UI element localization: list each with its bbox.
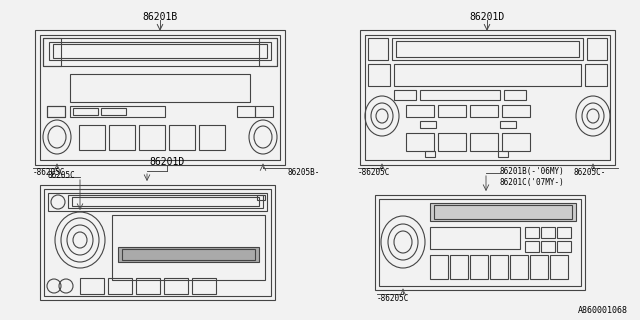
Bar bbox=[43, 38, 61, 66]
Bar bbox=[498, 151, 508, 157]
Bar bbox=[585, 64, 607, 86]
Bar bbox=[557, 241, 571, 252]
Text: -86205C: -86205C bbox=[358, 168, 390, 177]
Bar bbox=[420, 121, 436, 128]
Bar bbox=[47, 106, 65, 117]
Bar bbox=[504, 90, 526, 100]
Bar bbox=[136, 278, 160, 294]
Bar bbox=[394, 90, 416, 100]
Bar bbox=[587, 38, 607, 60]
Bar bbox=[118, 247, 259, 262]
Bar bbox=[72, 197, 259, 206]
Text: A860001068: A860001068 bbox=[578, 306, 628, 315]
Bar bbox=[80, 278, 104, 294]
Bar bbox=[192, 278, 216, 294]
Text: 86201D: 86201D bbox=[469, 12, 504, 22]
Bar bbox=[394, 64, 581, 86]
Bar bbox=[430, 227, 520, 249]
Bar bbox=[365, 35, 610, 160]
Text: 86205C: 86205C bbox=[48, 171, 76, 180]
Bar bbox=[396, 41, 579, 57]
Bar bbox=[434, 205, 572, 219]
Bar bbox=[169, 125, 195, 150]
Bar bbox=[43, 38, 277, 66]
Text: 86201C('07MY-): 86201C('07MY-) bbox=[500, 178, 564, 187]
Bar bbox=[368, 64, 390, 86]
Bar bbox=[490, 255, 508, 279]
Bar bbox=[450, 255, 468, 279]
Text: 86201B(-'06MY): 86201B(-'06MY) bbox=[500, 167, 564, 176]
Bar bbox=[430, 255, 448, 279]
Bar bbox=[541, 241, 555, 252]
Bar bbox=[420, 90, 500, 100]
Bar bbox=[73, 108, 98, 115]
Bar bbox=[40, 35, 280, 160]
Text: 86205C-: 86205C- bbox=[573, 168, 605, 177]
Bar bbox=[502, 105, 530, 117]
Bar bbox=[48, 193, 267, 211]
Bar bbox=[47, 106, 65, 117]
Bar bbox=[70, 74, 250, 102]
Bar bbox=[70, 106, 165, 117]
Bar bbox=[259, 38, 277, 66]
Bar bbox=[164, 278, 188, 294]
Bar bbox=[109, 125, 135, 150]
Bar bbox=[375, 195, 585, 290]
Bar bbox=[108, 278, 132, 294]
Bar bbox=[257, 195, 265, 200]
Bar bbox=[470, 133, 498, 151]
Text: 86205B-: 86205B- bbox=[288, 168, 321, 177]
Bar bbox=[139, 125, 165, 150]
Bar bbox=[557, 227, 571, 238]
Bar bbox=[49, 42, 271, 60]
Bar bbox=[470, 105, 498, 117]
Bar bbox=[255, 106, 273, 117]
Bar bbox=[368, 38, 388, 60]
Bar bbox=[470, 255, 488, 279]
Text: -86205C: -86205C bbox=[33, 168, 65, 177]
Text: -86205C: -86205C bbox=[377, 294, 410, 303]
Bar bbox=[237, 106, 255, 117]
Bar bbox=[122, 249, 255, 260]
Bar bbox=[379, 199, 581, 286]
Bar bbox=[425, 151, 435, 157]
Bar bbox=[510, 255, 528, 279]
Bar bbox=[438, 133, 466, 151]
Text: 86201D: 86201D bbox=[149, 157, 184, 167]
Bar bbox=[541, 227, 555, 238]
Bar bbox=[530, 255, 548, 279]
Bar bbox=[101, 108, 126, 115]
Bar bbox=[112, 215, 265, 280]
Bar bbox=[406, 105, 434, 117]
Bar bbox=[525, 241, 539, 252]
Bar bbox=[199, 125, 225, 150]
Bar bbox=[406, 133, 434, 151]
Bar bbox=[44, 189, 271, 296]
Bar bbox=[392, 38, 583, 60]
Bar bbox=[500, 121, 516, 128]
Bar bbox=[68, 195, 263, 208]
Bar bbox=[525, 227, 539, 238]
Bar bbox=[53, 44, 267, 58]
Bar bbox=[550, 255, 568, 279]
Bar bbox=[360, 30, 615, 165]
Bar bbox=[35, 30, 285, 165]
Bar bbox=[430, 203, 576, 221]
Text: 86201B: 86201B bbox=[142, 12, 178, 22]
Bar bbox=[502, 133, 530, 151]
Bar bbox=[438, 105, 466, 117]
Bar bbox=[40, 185, 275, 300]
Bar bbox=[79, 125, 105, 150]
